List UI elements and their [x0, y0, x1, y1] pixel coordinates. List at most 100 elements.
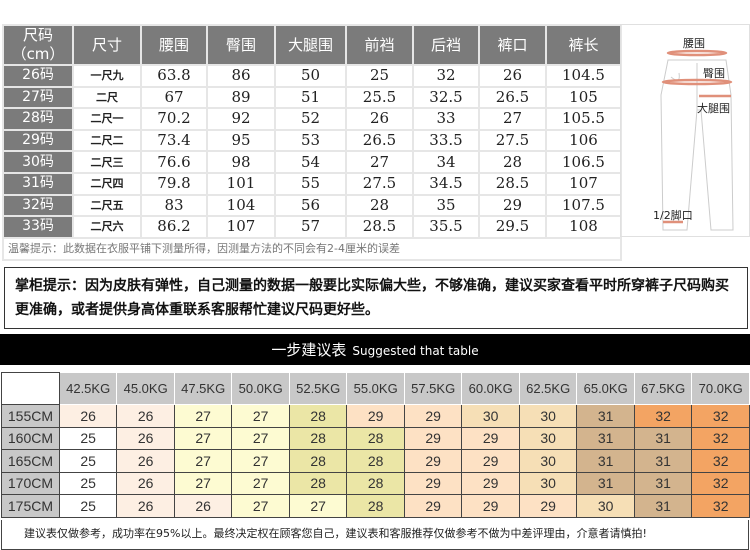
size-cell: 104.5 — [545, 64, 622, 88]
size-cell: 28 — [345, 193, 414, 218]
size-cell: 67 — [140, 85, 208, 110]
suggested-size-cell: 32 — [691, 494, 750, 518]
suggested-size-cell: 28 — [346, 426, 405, 450]
size-cell: 86 — [206, 64, 276, 88]
suggested-size-cell: 28 — [288, 471, 348, 495]
height-label: 175CM — [1, 494, 60, 518]
suggestion-note: 建议表仅做参考，成功率在95%以上。最终决定权在顾客您自己，建议表和客服推荐仅做… — [1, 520, 749, 550]
suggested-size-cell: 26 — [116, 426, 175, 450]
size-cell: 107 — [206, 215, 276, 239]
suggested-size-cell: 32 — [691, 426, 750, 450]
suggested-size-cell: 27 — [173, 449, 233, 473]
suggested-size-cell: 28 — [346, 471, 405, 495]
suggested-size-cell: 27 — [231, 404, 290, 428]
size-cell: 105.5 — [545, 107, 622, 131]
column-header: 大腿围 — [274, 24, 347, 66]
size-label: 28码 — [2, 107, 74, 131]
size-label: 32码 — [2, 193, 74, 218]
size-cell: 26.5 — [345, 128, 414, 153]
suggested-size-cell: 27 — [231, 494, 290, 518]
suggested-size-cell: 31 — [633, 471, 693, 495]
weight-header-row: 42.5KG 45.0KG 47.5KG 50.0KG 52.5KG 55.0KG 57.5… — [1, 372, 750, 405]
suggested-size-cell: 28 — [288, 404, 348, 428]
suggested-size-cell: 28 — [288, 449, 348, 473]
size-label: 31码 — [2, 171, 74, 196]
suggested-size-cell: 27 — [173, 471, 233, 495]
size-cell: 55 — [274, 171, 347, 196]
size-cell: 25.5 — [345, 85, 414, 110]
size-table-header: 尺码（cm） 尺寸 腰围 臀围 大腿围 前裆 后裆 裤口 裤长 — [2, 24, 622, 66]
size-cell: 二尺 — [72, 85, 142, 110]
size-note: 温馨提示：此数据在衣服平铺下测量所得，因测量方法的不同会有2-4厘米的误差 — [2, 236, 622, 261]
suggested-size-cell: 32 — [691, 449, 750, 473]
column-header: 腰围 — [140, 24, 208, 66]
suggested-size-cell: 31 — [633, 426, 693, 450]
size-cell: 27 — [345, 150, 414, 174]
suggested-size-cell: 29 — [403, 404, 463, 428]
height-row: 160CM 25 26 27 27 28 28 29 29 30 31 31 32 — [1, 426, 750, 450]
weight-header: 52.5KG — [288, 372, 348, 405]
suggested-size-cell: 26 — [58, 404, 118, 428]
size-cell: 32.5 — [412, 85, 480, 110]
size-label: 26码 — [2, 64, 74, 88]
size-cell: 35 — [412, 193, 480, 218]
size-cell: 53 — [274, 128, 347, 153]
suggested-size-cell: 30 — [518, 471, 578, 495]
suggested-size-cell: 26 — [116, 494, 175, 518]
suggested-size-cell: 32 — [691, 471, 750, 495]
height-label: 170CM — [1, 471, 60, 495]
suggested-size-cell: 30 — [518, 449, 578, 473]
column-header: 臀围 — [206, 24, 276, 66]
suggested-size-cell: 29 — [403, 449, 463, 473]
size-cell: 28.5 — [345, 215, 414, 239]
suggested-size-cell: 27 — [231, 449, 290, 473]
size-cell: 33.5 — [412, 128, 480, 153]
weight-header: 45.0KG — [116, 372, 175, 405]
hip-label: 臀围 — [703, 67, 725, 80]
size-table-row: 26码 一尺九 63.8 86 50 25 32 26 104.5 — [2, 64, 622, 88]
size-cell: 98 — [206, 150, 276, 174]
suggested-size-cell: 31 — [576, 404, 635, 428]
weight-header: 50.0KG — [231, 372, 290, 405]
size-cell: 104 — [206, 193, 276, 218]
size-label: 30码 — [2, 150, 74, 174]
height-label: 160CM — [1, 426, 60, 450]
size-cell: 27.5 — [478, 128, 547, 153]
shopkeeper-tip: 掌柜提示：因为皮肤有弹性，自己测量的数据一般要比实际偏大些，不够准确，建议买家查… — [4, 267, 748, 329]
suggested-size-cell: 29 — [403, 471, 463, 495]
size-cell: 73.4 — [140, 128, 208, 153]
suggested-size-cell: 30 — [518, 404, 578, 428]
suggested-size-cell: 31 — [633, 449, 693, 473]
suggested-size-cell: 26 — [173, 494, 233, 518]
size-cell: 83 — [140, 193, 208, 218]
suggested-size-cell: 29 — [403, 494, 463, 518]
size-cell: 76.6 — [140, 150, 208, 174]
size-cell: 50 — [274, 64, 347, 88]
size-cell: 二尺三 — [72, 150, 142, 174]
size-cell: 107.5 — [545, 193, 622, 218]
size-table-row: 27码 二尺 67 89 51 25.5 32.5 26.5 105 — [2, 85, 622, 110]
measure-lines — [661, 49, 733, 224]
suggested-size-cell: 29 — [403, 426, 463, 450]
size-cell: 35.5 — [412, 215, 480, 239]
suggested-size-cell: 28 — [346, 494, 405, 518]
size-cell: 70.2 — [140, 107, 208, 131]
waist-label: 腰围 — [683, 37, 705, 50]
thigh-label: 大腿围 — [697, 102, 730, 115]
size-cell: 二尺二 — [72, 128, 142, 153]
size-cell: 105 — [545, 85, 622, 110]
suggested-size-cell: 29 — [461, 426, 520, 450]
suggested-size-cell: 29 — [461, 494, 520, 518]
size-cell: 95 — [206, 128, 276, 153]
suggested-size-cell: 26 — [116, 404, 175, 428]
suggested-size-cell: 30 — [518, 426, 578, 450]
height-row: 155CM 26 26 27 27 28 29 29 30 30 31 32 32 — [1, 404, 750, 428]
weight-header: 65.0KG — [576, 372, 635, 405]
size-cell: 52 — [274, 107, 347, 131]
height-label: 165CM — [1, 449, 60, 473]
size-cell: 二尺五 — [72, 193, 142, 218]
suggested-size-cell: 26 — [116, 471, 175, 495]
size-cell: 28.5 — [478, 171, 547, 196]
size-cell: 107 — [545, 171, 622, 196]
suggested-size-cell: 27 — [173, 404, 233, 428]
